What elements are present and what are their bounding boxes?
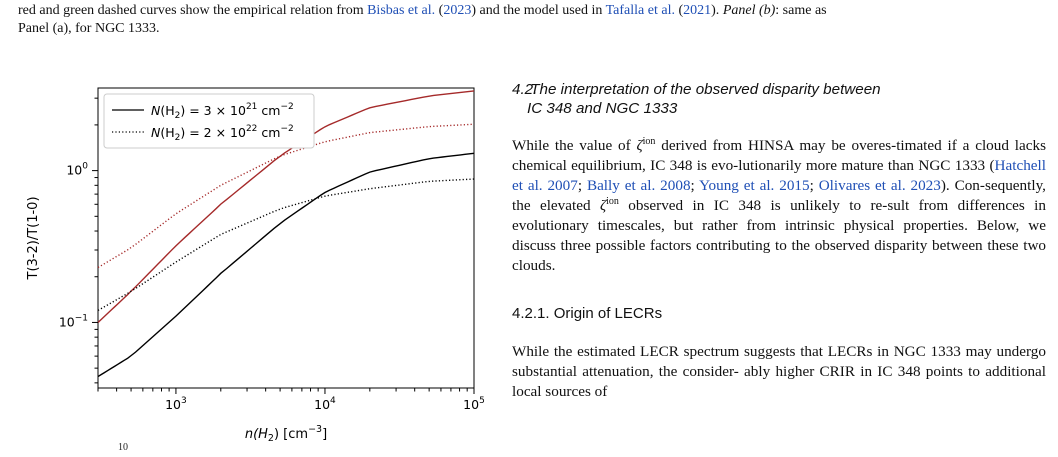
series-line-black-solid bbox=[97, 152, 475, 378]
citation-bally[interactable]: Bally et al. 2008 bbox=[586, 177, 691, 194]
legend: N(H2) = 3 × 1021 cm−2 N(H2) = 2 × 1022 c… bbox=[103, 93, 315, 149]
section-paragraph: While the value of ζion derived from HIN… bbox=[512, 135, 1047, 274]
legend-label-solid: N(H2) = 3 × 1021 cm−2 bbox=[151, 102, 294, 121]
citation-olivares[interactable]: Olivares et al. 2023 bbox=[818, 177, 941, 194]
legend-label-dotted: N(H2) = 2 × 1022 cm−2 bbox=[151, 124, 294, 143]
citation-year-tafalla[interactable]: 2021 bbox=[683, 3, 712, 18]
section-title-line-2: IC 348 and NGC 1333 bbox=[527, 100, 678, 117]
section-heading: 4.2. The interpretation of the observed … bbox=[512, 80, 1046, 118]
series-layer bbox=[97, 90, 475, 378]
tick-layer: 103 104 105 10−1 100 bbox=[59, 97, 485, 412]
y-axis-label: T(3-2)/T(1-0) bbox=[26, 196, 41, 280]
x-tick-label: 104 bbox=[314, 396, 336, 412]
section-number: 4.2. bbox=[512, 81, 538, 98]
caption-line-2: Panel (a), for NGC 1333. bbox=[18, 21, 160, 36]
citation-link-bisbas[interactable]: Bisbas et al. bbox=[367, 3, 436, 18]
y-tick-label: 10−1 bbox=[59, 313, 88, 329]
citation-hatchell[interactable]: Hatchell et al. 2007 bbox=[512, 157, 1046, 194]
caption-text: red and green dashed curves show the emp… bbox=[18, 3, 368, 18]
citation-link-tafalla[interactable]: Tafalla et al. bbox=[605, 3, 675, 18]
plot-frame bbox=[97, 87, 475, 389]
subsection-heading: 4.2.1. Origin of LECRs bbox=[512, 304, 1046, 324]
subsection-paragraph: While the estimated LECR spectrum sugges… bbox=[512, 343, 1046, 400]
y-tick-label: 100 bbox=[66, 162, 88, 178]
series-line-red-solid bbox=[97, 90, 475, 323]
line-ratio-chart: 103 104 105 10−1 100 N(H2) = 3 × 1021 cm−2 N… bbox=[26, 87, 485, 444]
citation-year-bisbas[interactable]: 2023 bbox=[443, 3, 472, 18]
legend-box bbox=[103, 93, 315, 149]
subsection-title: Origin of LECRs bbox=[553, 305, 663, 322]
section-title-line-1: The interpretation of the observed dispa… bbox=[530, 81, 881, 98]
caption-line-1: red and green dashed curves show the emp… bbox=[18, 3, 827, 18]
figure-caption: red and green dashed curves show the emp… bbox=[18, 2, 1044, 38]
citation-young[interactable]: Young et al. 2015 bbox=[699, 177, 810, 194]
subsection-number: 4.2.1. bbox=[512, 305, 550, 322]
x-tick-label: 103 bbox=[165, 396, 187, 412]
right-column: 4.2. The interpretation of the observed … bbox=[512, 80, 1046, 402]
series-line-black-dotted bbox=[97, 178, 475, 312]
panel-b-label: Panel (b) bbox=[722, 3, 776, 18]
x-axis-label: n(H2) [cm−3] bbox=[245, 424, 327, 444]
cut-off-fragment: 10 bbox=[118, 442, 128, 453]
x-tick-label: 105 bbox=[463, 396, 485, 412]
